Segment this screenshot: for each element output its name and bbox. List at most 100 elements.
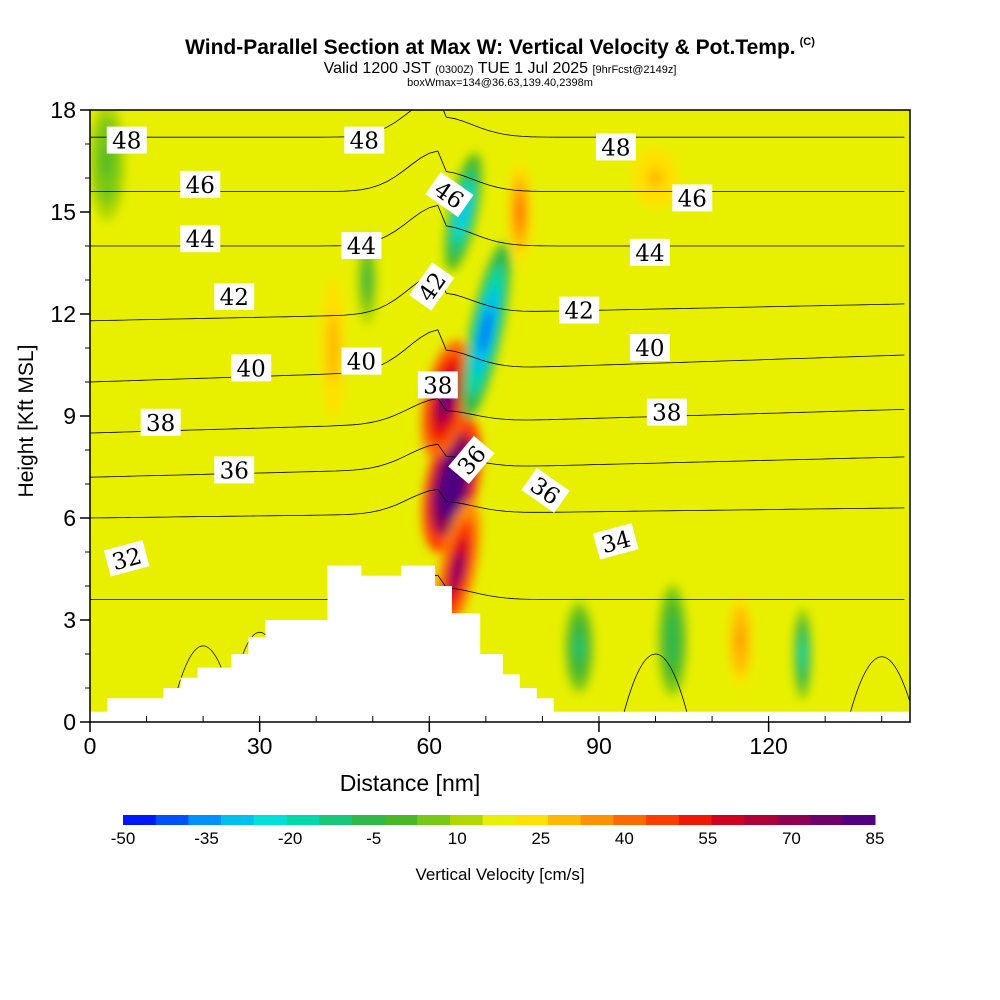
valid-time-utc: (0300Z) xyxy=(435,64,474,76)
isentrope-label-text: 48 xyxy=(601,135,630,161)
velocity-blob xyxy=(668,626,676,655)
isentrope-label-text: 42 xyxy=(220,285,249,311)
colorbar-swatch xyxy=(155,815,189,825)
isentrope-label: 40 xyxy=(629,334,670,362)
isentrope-label: 42 xyxy=(214,283,255,311)
colorbar-tick-label: 55 xyxy=(698,829,717,848)
isentrope-label-text: 42 xyxy=(565,299,594,325)
isentrope-label-text: 38 xyxy=(423,373,452,399)
colorbar-tick-label: -35 xyxy=(194,829,219,848)
colorbar-swatch xyxy=(286,815,320,825)
isentrope-label: 38 xyxy=(417,371,458,399)
colorbar-tick-label: 85 xyxy=(866,829,885,848)
isentrope-label-box xyxy=(341,347,382,375)
isentrope-label-box xyxy=(629,334,670,361)
colorbar-swatch xyxy=(482,815,516,825)
colorbar-tick-label: 10 xyxy=(448,829,467,848)
isentrope-label-box xyxy=(103,540,150,577)
chart-title-text: Wind-Parallel Section at Max W: Vertical… xyxy=(185,36,796,59)
isentrope-label-box xyxy=(214,283,255,310)
colorbar-swatch xyxy=(417,815,451,825)
isentrope-label: 48 xyxy=(595,133,636,161)
colorbar-swatch xyxy=(646,815,680,825)
isentrope-label: 48 xyxy=(106,126,147,155)
colorbar-swatch xyxy=(449,815,484,825)
isentrope-label-text: 48 xyxy=(112,129,141,155)
velocity-blob xyxy=(330,330,337,366)
isentrope-label-box xyxy=(140,408,181,436)
colorbar-swatch xyxy=(776,815,811,825)
colorbar-swatch xyxy=(384,815,418,825)
colorbar-swatch xyxy=(613,815,647,825)
x-tick-label: 60 xyxy=(417,733,443,759)
y-tick-label: 18 xyxy=(50,97,76,123)
isentrope-label-box xyxy=(592,523,639,560)
velocity-blob xyxy=(364,268,370,292)
isentrope-line xyxy=(90,150,905,193)
colorbar-swatch xyxy=(711,815,745,825)
isentrope-line xyxy=(90,204,905,247)
y-axis-label: Height [Kft MSL] xyxy=(15,345,38,498)
plot-background-fill xyxy=(90,110,910,722)
isentrope-line xyxy=(90,488,905,519)
isentrope-label-box xyxy=(180,170,221,198)
colorbar-tick-label: -50 xyxy=(111,829,136,848)
x-tick-label: 90 xyxy=(586,733,612,759)
forecast-info: [9hrFcst@2149z] xyxy=(592,64,677,76)
isentrope-line xyxy=(90,272,905,322)
chart-title: Wind-Parallel Section at Max W: Vertical… xyxy=(0,36,1000,60)
colorbar-tick-label: -5 xyxy=(366,829,381,848)
isentrope-label-box xyxy=(595,133,636,161)
isentrope-label-text: 36 xyxy=(220,458,249,484)
y-tick-label: 15 xyxy=(50,199,76,225)
colorbar: -50 -35 -20 -5 10 25 40 55 70 85 Vertical Velocity… xyxy=(111,815,885,884)
y-tick-label: 9 xyxy=(63,403,76,429)
velocity-blob xyxy=(737,629,744,652)
isentrope-label-box xyxy=(341,232,382,259)
isentrope-label-box xyxy=(425,172,474,218)
x-tick-label: 0 xyxy=(84,733,97,759)
copyright-mark: (C) xyxy=(799,36,815,48)
velocity-blob xyxy=(444,466,460,502)
isentrope-line xyxy=(621,653,690,722)
isentrope-label: 44 xyxy=(180,225,221,253)
isentrope-label-box xyxy=(448,435,495,484)
velocity-blob xyxy=(516,199,523,225)
isentrope-line xyxy=(90,110,905,138)
isentrope-label: 44 xyxy=(341,232,382,260)
isentrope-label-box xyxy=(521,467,570,513)
isentrope-label-box xyxy=(559,296,600,324)
y-tick-label: 0 xyxy=(63,709,76,735)
plot-background xyxy=(90,110,910,722)
isentrope-label: 38 xyxy=(646,398,687,427)
x-tick-label: 30 xyxy=(247,733,273,759)
isentrope-label: 44 xyxy=(629,238,670,267)
colorbar-swatch xyxy=(744,815,778,825)
colorbar-swatch xyxy=(188,815,222,825)
isentrope-label: 46 xyxy=(180,170,221,199)
colorbar-swatch xyxy=(253,815,287,825)
isentrope-label: 42 xyxy=(559,296,600,325)
isentrope-label-text: 40 xyxy=(347,350,376,376)
isentrope-label: 40 xyxy=(231,354,272,382)
colorbar-tick-label: 40 xyxy=(615,829,634,848)
isentrope-label-box xyxy=(180,225,221,253)
isentrope-label-box xyxy=(672,184,713,212)
colorbar-swatch xyxy=(580,815,614,825)
colorbar-tick-label: -20 xyxy=(278,829,303,848)
isentrope-label: 48 xyxy=(344,126,385,155)
isentrope-label: 46 xyxy=(672,184,713,212)
colorbar-swatch xyxy=(548,815,582,825)
colorbar-label: Vertical Velocity [cm/s] xyxy=(415,865,584,884)
isentrope-label-text: 44 xyxy=(186,227,215,253)
isentrope-line xyxy=(847,656,910,722)
velocity-blob xyxy=(451,551,464,587)
isentrope-label-box xyxy=(344,126,385,154)
box-w-max-info: boxWmax=134@36.63,139.40,2398m xyxy=(407,77,593,89)
valid-date: TUE 1 Jul 2025 xyxy=(477,60,589,77)
colorbar-tick-label: 70 xyxy=(782,829,801,848)
isentrope-label-text: 40 xyxy=(635,336,664,362)
